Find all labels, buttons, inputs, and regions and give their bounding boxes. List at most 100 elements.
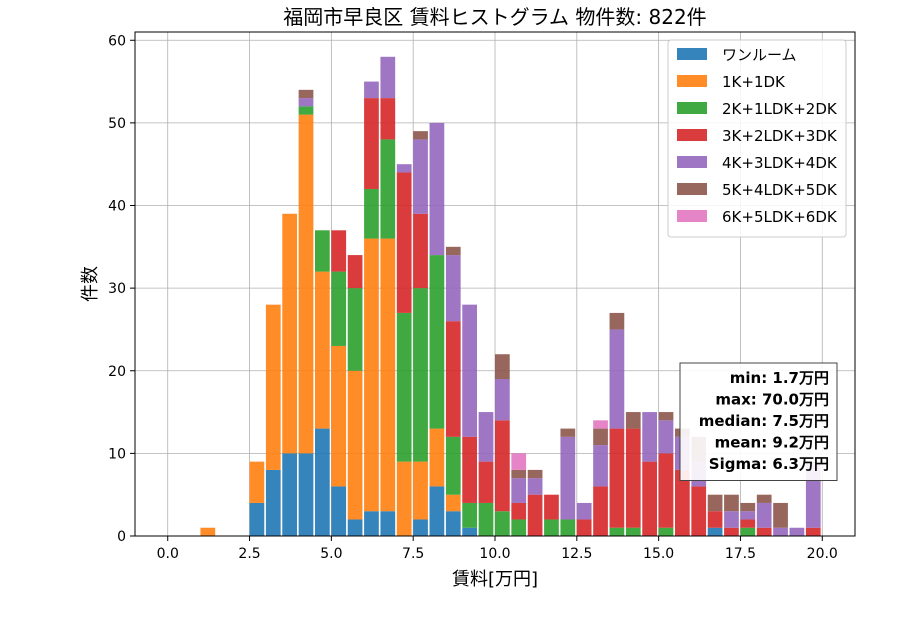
y-tick-label: 40 — [108, 199, 126, 215]
x-tick-label: 2.5 — [238, 546, 260, 562]
bar-segment — [429, 486, 445, 536]
bar-segment — [298, 89, 314, 99]
x-tick-label: 20.0 — [807, 546, 838, 562]
bar-segment — [478, 412, 494, 462]
stats-line: Sigma: 6.3万円 — [709, 455, 829, 473]
bar-segment — [625, 412, 641, 429]
y-tick-label: 20 — [108, 364, 126, 380]
x-axis-label: 賃料[万円] — [452, 569, 538, 590]
bar-segment — [462, 502, 477, 528]
bar-segment — [740, 519, 756, 528]
y-tick-label: 0 — [117, 529, 126, 545]
bar-segment — [756, 494, 772, 503]
bar-segment — [707, 494, 723, 512]
x-tick-label: 5.0 — [320, 546, 342, 562]
x-tick-label: 7.5 — [402, 546, 424, 562]
stats-line: median: 7.5万円 — [699, 412, 829, 430]
bar-segment — [805, 527, 821, 536]
bar-segment — [429, 122, 445, 256]
bar-segment — [495, 354, 510, 380]
bar-segment — [495, 420, 510, 512]
bar-segment — [576, 502, 592, 520]
bar-segment — [495, 511, 510, 536]
bar-segment — [445, 321, 461, 437]
bar-segment — [740, 502, 756, 512]
legend-swatch — [677, 102, 707, 114]
bar-segment — [560, 428, 576, 437]
bar-segment — [380, 238, 396, 512]
bar-segment — [282, 213, 297, 454]
bar-segment — [756, 527, 772, 536]
bar-segment — [511, 453, 527, 470]
bar-segment — [462, 304, 477, 437]
bar-segment — [609, 527, 625, 536]
bar-segment — [642, 461, 657, 536]
bar-segment — [315, 271, 330, 429]
bar-segment — [315, 230, 330, 272]
bar-segment — [364, 238, 379, 512]
bar-segment — [413, 131, 428, 140]
bar-segment — [560, 519, 576, 536]
bar-segment — [576, 519, 592, 536]
legend-swatch — [677, 183, 707, 195]
bar-segment — [462, 527, 477, 536]
legend-label: 5K+4LDK+5DK — [722, 181, 838, 199]
bar-segment — [707, 511, 723, 528]
bar-segment — [200, 527, 216, 536]
bar-segment — [380, 98, 396, 140]
bar-segment — [380, 139, 396, 239]
bar-segment — [249, 502, 265, 536]
bar-segment — [724, 494, 739, 512]
legend-swatch — [677, 75, 707, 87]
bar-segment — [331, 271, 347, 346]
bar-segment — [593, 445, 608, 487]
bar-segment — [347, 255, 363, 289]
legend-swatch — [677, 48, 707, 60]
bar-segment — [478, 502, 494, 536]
y-tick-label: 30 — [108, 281, 126, 297]
x-tick-label: 0.0 — [157, 546, 179, 562]
bar-segment — [413, 461, 428, 520]
stats-line: min: 1.7万円 — [730, 369, 829, 387]
bar-segment — [511, 478, 527, 503]
bar-segment — [658, 453, 674, 528]
stats-frame — [679, 362, 838, 481]
legend-label: 4K+3LDK+4DK — [722, 154, 838, 172]
bar-segment — [445, 246, 461, 256]
bar-segment — [478, 461, 494, 503]
bar-segment — [544, 519, 559, 536]
bar-segment — [740, 527, 756, 536]
bar-segment — [462, 436, 477, 503]
bar-segment — [756, 502, 772, 528]
bar-segment — [773, 502, 788, 528]
bar-segment — [347, 288, 363, 371]
bar-segment — [282, 453, 297, 536]
bar-segment — [789, 527, 805, 536]
x-tick-label: 12.5 — [561, 546, 592, 562]
bar-segment — [511, 502, 527, 520]
legend-swatch — [677, 129, 707, 141]
bar-segment — [331, 486, 347, 536]
bar-segment — [527, 478, 543, 495]
bar-segment — [331, 345, 347, 487]
axis-ticks: 0.0 2.5 5.0 7.5 10.0 12.5 15.0 17.5 20.0 0 10 20 30 4… — [108, 33, 838, 562]
y-tick-label: 10 — [108, 446, 126, 462]
bars — [200, 56, 821, 536]
bar-segment — [331, 230, 347, 272]
stats-line: mean: 9.2万円 — [715, 434, 829, 452]
y-axis-label: 件数 — [80, 266, 101, 302]
bar-segment — [642, 412, 657, 462]
bar-segment — [511, 519, 527, 536]
bar-segment — [429, 255, 445, 429]
legend-swatch — [677, 156, 707, 168]
bar-segment — [396, 312, 412, 462]
bar-segment — [675, 469, 690, 536]
bar-segment — [364, 188, 379, 239]
bar-segment — [544, 494, 559, 520]
bar-segment — [429, 428, 445, 487]
bar-segment — [445, 511, 461, 536]
bar-segment — [315, 428, 330, 536]
bar-segment — [609, 329, 625, 429]
bar-segment — [347, 519, 363, 536]
